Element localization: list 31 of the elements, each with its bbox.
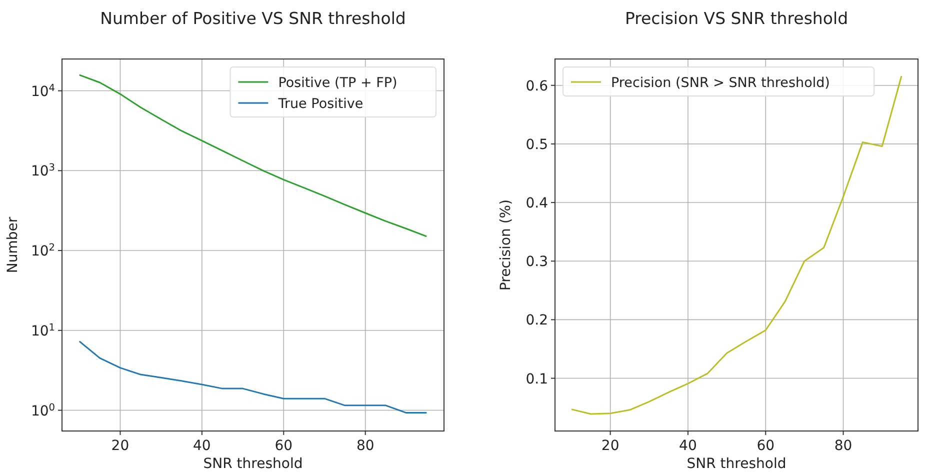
- legend-label: True Positive: [277, 96, 364, 112]
- y-tick-label: 10$^{2}$: [30, 242, 55, 260]
- y-tick-label: 0.6: [526, 78, 548, 94]
- y-axis-title: Number: [5, 216, 21, 274]
- y-tick-label: 0.4: [526, 196, 548, 212]
- x-tick-label: 60: [756, 438, 775, 454]
- y-axis-title: Precision (%): [498, 199, 514, 291]
- y-tick-label: 10$^{3}$: [30, 162, 55, 180]
- y-tick-label: 10$^{1}$: [30, 322, 55, 340]
- line-series: [78, 74, 428, 238]
- y-tick-label: 10$^{0}$: [30, 402, 55, 420]
- x-tick-label: 40: [679, 438, 697, 454]
- y-tick-label: 10$^{4}$: [30, 82, 55, 100]
- x-tick-label: 60: [274, 438, 293, 454]
- x-axis-title: SNR threshold: [203, 456, 303, 472]
- y-tick-label: 0.2: [526, 312, 548, 329]
- y-tick-label: 0.1: [526, 371, 548, 388]
- x-axis-title: SNR threshold: [686, 456, 786, 472]
- line-series: [570, 75, 902, 415]
- chart-title: Number of Positive VS SNR threshold: [100, 9, 406, 28]
- x-tick-label: 80: [356, 438, 374, 454]
- legend-label: Precision (SNR > SNR threshold): [611, 75, 830, 91]
- chart-title: Precision VS SNR threshold: [624, 9, 848, 28]
- x-tick-label: 20: [601, 438, 620, 454]
- x-tick-label: 20: [111, 438, 130, 454]
- y-tick-label: 0.3: [526, 254, 548, 270]
- line-series: [78, 340, 428, 414]
- x-tick-label: 80: [834, 438, 852, 454]
- y-tick-label: 0.5: [526, 136, 548, 153]
- x-tick-label: 40: [193, 438, 211, 454]
- legend-label: Positive (TP + FP): [278, 75, 398, 91]
